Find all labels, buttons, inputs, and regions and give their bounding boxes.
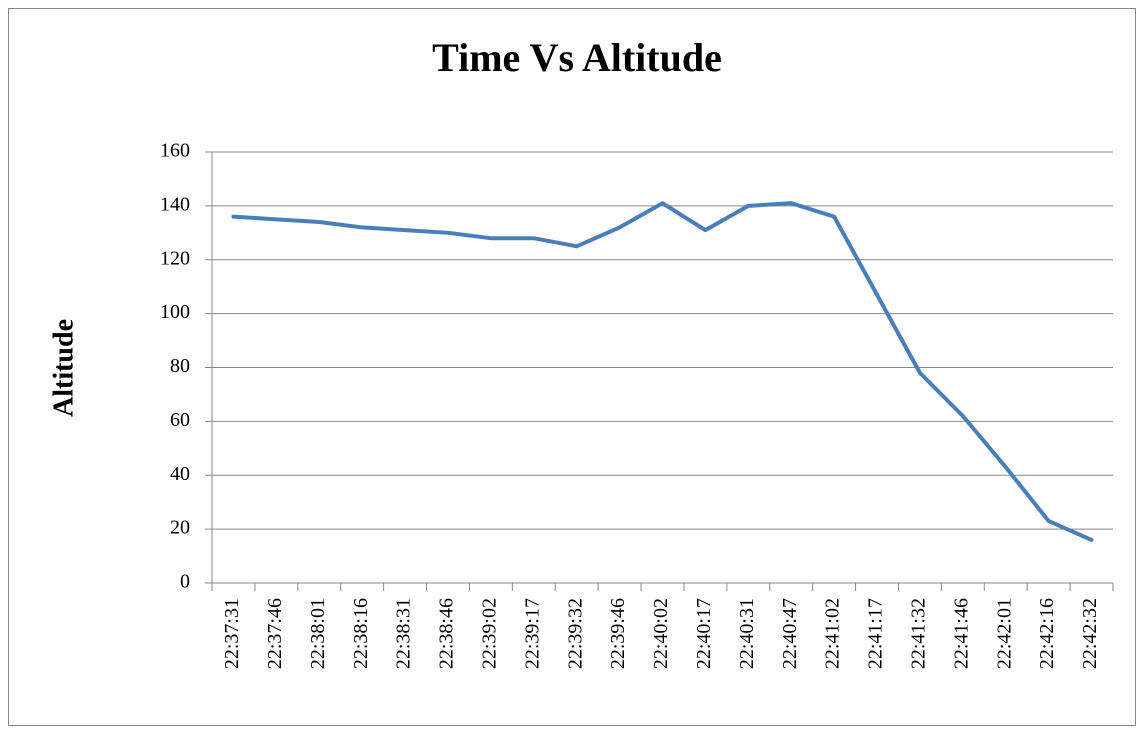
x-tick-label: 22:41:32 [908, 598, 930, 669]
x-tick-label: 22:39:46 [607, 598, 629, 669]
y-tick-label: 0 [180, 571, 190, 593]
x-tick-label: 22:39:17 [521, 598, 543, 669]
y-tick-label: 120 [160, 247, 190, 269]
x-tick-label: 22:38:01 [307, 598, 329, 669]
y-tick-label: 20 [170, 517, 190, 539]
x-tick-label: 22:40:17 [693, 598, 715, 669]
x-tick-label: 22:38:16 [350, 598, 372, 669]
x-tick-label: 22:37:31 [221, 598, 243, 669]
y-tick-label: 160 [160, 140, 190, 162]
x-tick-label: 22:40:47 [779, 598, 801, 669]
x-tick-label: 22:40:31 [736, 598, 758, 669]
x-tick-label: 22:38:31 [393, 598, 415, 669]
x-tick-label: 22:39:32 [564, 598, 586, 669]
chart-title: Time Vs Altitude [432, 35, 722, 80]
data-line [231, 201, 1094, 542]
x-tick-label: 22:41:46 [950, 598, 972, 669]
x-tick-label: 22:40:02 [650, 598, 672, 669]
x-tick-label: 22:42:16 [1036, 598, 1058, 669]
y-tick-label: 80 [170, 355, 190, 377]
x-tick-label: 22:42:32 [1079, 598, 1101, 669]
x-tick-label: 22:39:02 [478, 598, 500, 669]
y-tick-label: 100 [160, 301, 190, 323]
x-tick-label: 22:38:46 [436, 598, 458, 669]
x-tick-label: 22:37:46 [264, 598, 286, 669]
y-tick-label: 60 [170, 409, 190, 431]
y-tick-label: 40 [170, 463, 190, 485]
x-tick-label: 22:41:17 [865, 598, 887, 669]
y-axis-label: Altitude [48, 319, 79, 417]
y-tick-label: 140 [160, 193, 190, 215]
x-tick-label: 22:42:01 [993, 598, 1015, 669]
x-tick-label: 22:41:02 [822, 598, 844, 669]
